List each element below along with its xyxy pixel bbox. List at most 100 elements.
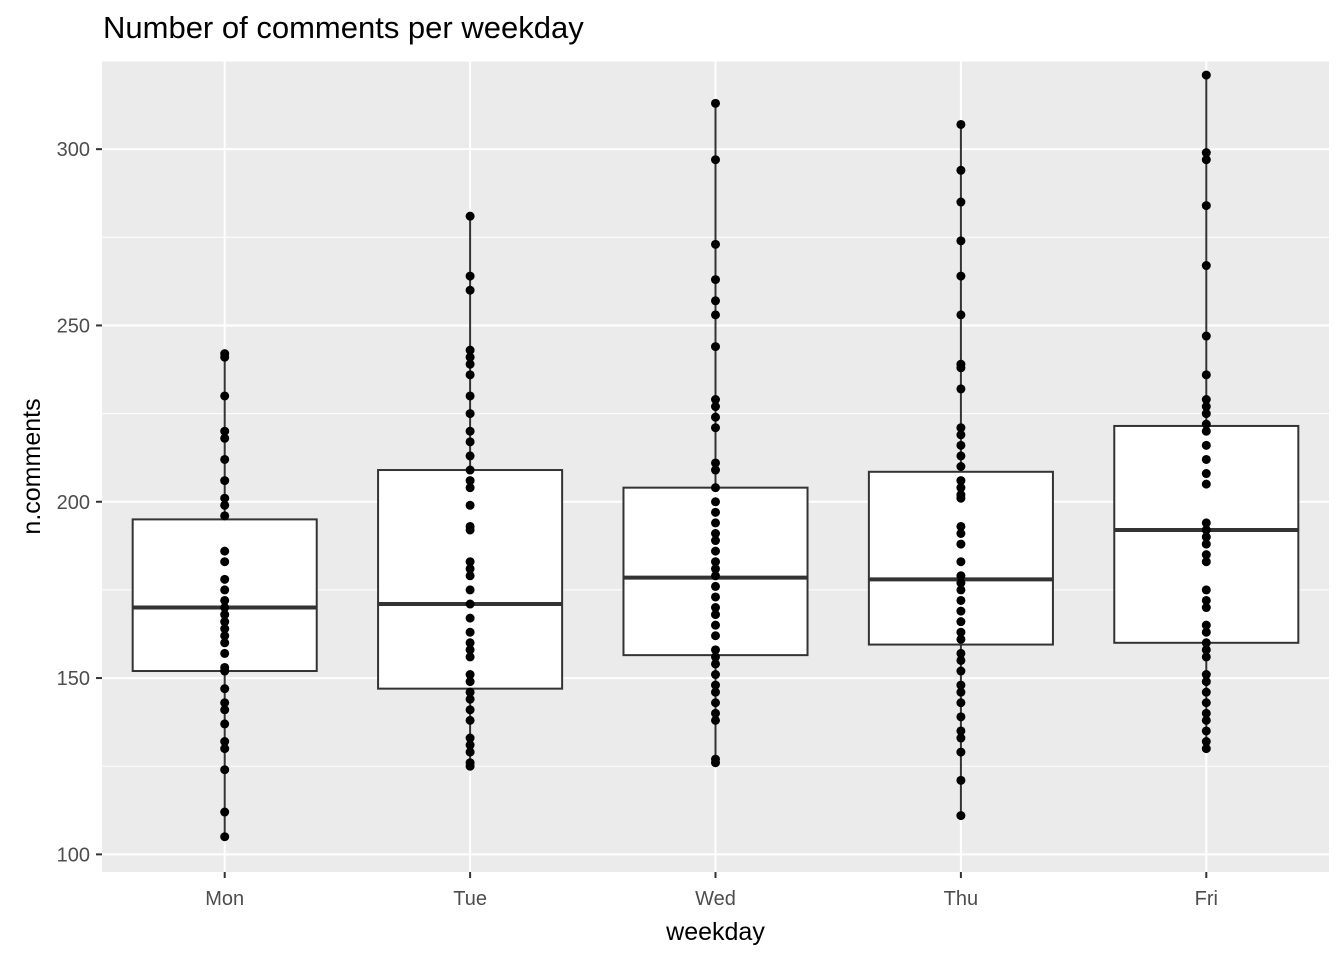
data-point	[956, 165, 966, 175]
data-point	[465, 359, 475, 369]
data-point	[956, 595, 966, 605]
data-point	[220, 511, 230, 521]
data-point	[1201, 645, 1211, 655]
data-point	[956, 462, 966, 471]
data-point	[1201, 532, 1211, 542]
data-point	[956, 528, 966, 538]
data-point	[220, 352, 230, 362]
y-tick-label: 250	[57, 315, 90, 337]
data-point	[465, 705, 475, 715]
data-point	[1201, 155, 1211, 165]
data-point	[220, 476, 230, 486]
data-point	[1201, 370, 1211, 380]
data-point	[956, 363, 966, 373]
data-point	[220, 585, 230, 595]
data-point	[220, 454, 230, 464]
data-point	[956, 571, 966, 581]
x-tick-label: Thu	[944, 888, 978, 910]
data-point	[465, 564, 475, 574]
data-point	[956, 440, 966, 450]
data-point	[956, 451, 966, 461]
data-point	[220, 546, 230, 556]
data-point	[711, 507, 720, 517]
points-layer	[220, 70, 1211, 842]
data-point	[1201, 726, 1211, 736]
data-point	[220, 433, 230, 443]
data-point	[1201, 737, 1211, 747]
y-tick-label: 100	[57, 844, 90, 866]
data-point	[465, 525, 475, 535]
data-point	[956, 430, 966, 440]
data-point	[465, 409, 475, 419]
data-point	[711, 458, 720, 468]
data-point	[711, 571, 720, 581]
data-point	[956, 578, 966, 588]
data-point	[220, 574, 230, 584]
data-point	[711, 155, 720, 165]
data-point	[465, 211, 475, 221]
data-point	[220, 617, 230, 627]
data-point	[220, 705, 230, 715]
data-point	[956, 733, 966, 743]
chart-title: Number of comments per weekday	[103, 10, 584, 45]
data-point	[711, 483, 720, 493]
data-point	[465, 670, 475, 680]
data-point	[711, 715, 720, 725]
data-point	[220, 719, 230, 729]
data-point	[220, 807, 230, 817]
data-point	[956, 627, 966, 637]
data-point	[220, 648, 230, 658]
data-point	[711, 402, 720, 412]
data-point	[465, 451, 475, 461]
data-point	[956, 476, 966, 486]
data-point	[1201, 409, 1211, 419]
data-point	[1201, 715, 1211, 725]
data-point	[465, 391, 475, 401]
data-point	[711, 557, 720, 567]
data-point	[711, 652, 720, 662]
data-point	[956, 606, 966, 616]
data-point	[465, 715, 475, 725]
data-point	[465, 694, 475, 704]
data-point	[1201, 402, 1211, 412]
data-point	[711, 645, 720, 655]
data-point	[1201, 148, 1211, 158]
data-point	[220, 737, 230, 747]
data-point	[220, 684, 230, 694]
data-point	[465, 483, 475, 493]
data-point	[956, 539, 966, 549]
data-point	[220, 426, 230, 436]
data-point	[956, 698, 966, 708]
data-point	[220, 595, 230, 605]
data-point	[465, 571, 475, 581]
data-point	[1201, 525, 1211, 535]
data-point	[956, 617, 966, 627]
data-point	[220, 631, 230, 641]
x-tick-label: Wed	[695, 888, 736, 910]
data-point	[956, 585, 966, 595]
data-point	[711, 698, 720, 708]
data-point	[956, 680, 966, 690]
data-point	[1201, 331, 1211, 341]
data-point	[956, 521, 966, 531]
data-point	[465, 476, 475, 486]
data-point	[956, 747, 966, 757]
data-point	[711, 423, 720, 433]
data-point	[956, 119, 966, 129]
data-point	[956, 197, 966, 207]
data-point	[1201, 620, 1211, 630]
data-point	[1201, 426, 1211, 436]
data-point	[1201, 419, 1211, 429]
data-point	[711, 98, 720, 108]
data-point	[956, 483, 966, 493]
data-point	[465, 370, 475, 380]
data-point	[1201, 708, 1211, 718]
data-point	[956, 634, 966, 644]
data-point	[956, 712, 966, 722]
data-point	[711, 310, 720, 320]
data-point	[220, 765, 230, 775]
data-point	[1201, 201, 1211, 211]
data-point	[711, 275, 720, 285]
data-point	[1201, 603, 1211, 613]
x-axis-title: weekday	[665, 918, 765, 946]
